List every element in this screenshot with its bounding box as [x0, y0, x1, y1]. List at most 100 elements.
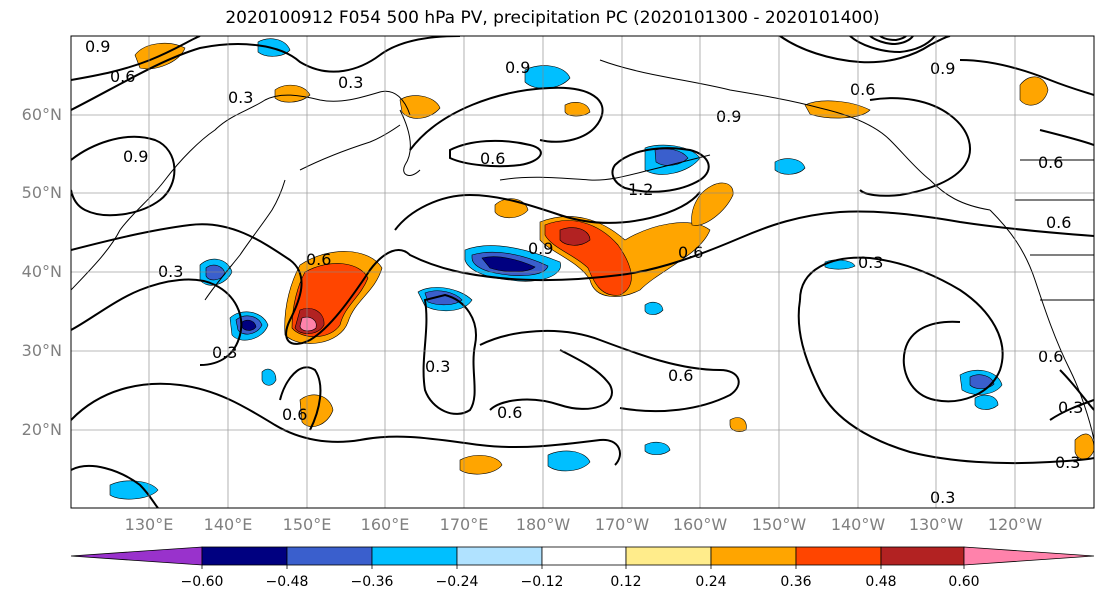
coastline-north-america	[989, 209, 1094, 441]
precip-negative-10	[644, 441, 671, 455]
coastline-alaska	[599, 59, 991, 211]
contour-label: 0.9	[528, 239, 553, 258]
lat-label: 50°N	[21, 183, 62, 202]
map-title: 2020100912 F054 500 hPa PV, precipitatio…	[225, 8, 880, 28]
contour-label: 0.6	[1046, 213, 1071, 232]
precip-negative-2-mid	[424, 290, 463, 306]
coastline-kamchatka	[399, 109, 421, 176]
contour-label: 0.3	[338, 73, 363, 92]
coastline-kuril	[299, 124, 401, 171]
contour-label: 0.6	[850, 80, 875, 99]
colorbar-swatch-9	[880, 546, 965, 566]
lon-label: 170°W	[594, 515, 650, 534]
contour-0.6-south-japan	[279, 366, 322, 431]
colorbar-tick-label: 0.24	[695, 574, 727, 590]
lon-label: 140°E	[203, 515, 253, 534]
contour-0.6-main	[71, 210, 1094, 345]
contour-label: 0.6	[497, 403, 522, 422]
precip-peak-japan	[299, 316, 317, 332]
lon-label: 160°E	[360, 515, 410, 534]
coastline-asia	[71, 90, 411, 291]
contour-0.3-south	[71, 382, 621, 466]
lon-label: 130°E	[124, 515, 174, 534]
precip-negative-8	[547, 450, 591, 472]
contour-0.9-west	[71, 135, 176, 217]
precip-negative-9	[774, 158, 806, 175]
coastline-border2	[1030, 254, 1094, 301]
contour-label: 0.6	[110, 67, 135, 86]
contour-labels: 0.9 0.6 0.3 0.3 0.9 0.9 0.6 0.9 0.6 0.9 …	[85, 37, 1083, 507]
coastline-border	[1015, 159, 1094, 201]
contour-0.9-right	[959, 59, 1094, 96]
contour-0.6-sw	[489, 349, 613, 411]
precip-negative-japan-core	[241, 319, 257, 331]
contour-0.6-gulf	[859, 97, 971, 197]
coastline-aleutian	[499, 154, 711, 181]
contour-label: 0.6	[1038, 347, 1063, 366]
contour-0.3-central	[422, 293, 477, 415]
colorbar-swatch-2	[286, 546, 373, 566]
contour-0.9-mid	[394, 191, 701, 231]
lat-label: 60°N	[21, 105, 62, 124]
colorbar-tick-label: 0.60	[948, 574, 980, 590]
colorbar-swatch-6	[625, 546, 712, 566]
lon-label: 160°W	[672, 515, 728, 534]
colorbar-swatch-3	[371, 546, 458, 566]
coastlines	[71, 59, 1094, 441]
contour-0.3-right	[1059, 369, 1094, 411]
contour-label: 0.6	[668, 366, 693, 385]
lat-label: 20°N	[21, 420, 62, 439]
precip-positive-small11	[729, 417, 747, 432]
precip-negative-central-core	[481, 256, 536, 272]
precip-negative-7	[109, 480, 159, 500]
precip-positive-small8	[1019, 76, 1049, 106]
contour-label: 0.3	[930, 488, 955, 507]
colorbar-swatch-10	[963, 546, 1095, 566]
precip-negative-5-mid	[969, 374, 995, 389]
colorbar-swatch-5	[541, 546, 627, 566]
lon-label: 170°E	[439, 515, 489, 534]
colorbar-tick-label: −0.12	[520, 574, 564, 590]
contour-0.6-nw	[71, 36, 201, 81]
lon-label: 120°W	[987, 515, 1043, 534]
contour-label: 0.9	[505, 58, 530, 77]
contour-0.6-right	[1039, 129, 1094, 146]
lon-label: 130°W	[908, 515, 964, 534]
contour-label: 0.9	[123, 147, 148, 166]
colorbar	[70, 546, 1095, 569]
contour-label: 0.6	[1038, 153, 1063, 172]
pv-contours	[71, 36, 1094, 508]
contour-label: 0.3	[228, 88, 253, 107]
contour-0.9-north	[71, 36, 461, 111]
precip-positive-small7	[804, 100, 871, 119]
contour-0.3-sw-corner	[71, 465, 159, 508]
lat-label: 30°N	[21, 341, 62, 360]
contour-0.6-right-lower	[1049, 399, 1094, 421]
contour-label: 0.3	[1058, 398, 1083, 417]
contour-0.9-upper	[409, 86, 604, 151]
contour-0.3-japan	[71, 278, 243, 366]
colorbar-tick-label: 0.12	[610, 574, 642, 590]
map-area: 0.9 0.6 0.3 0.3 0.9 0.9 0.6 0.9 0.6 0.9 …	[71, 36, 1094, 508]
contour-label: 0.3	[1055, 453, 1080, 472]
contour-label: 0.3	[212, 343, 237, 362]
colorbar-tick-label: −0.60	[180, 574, 224, 590]
colorbar-tick-label: −0.24	[435, 574, 479, 590]
precip-core-central	[559, 227, 591, 246]
colorbar-tick-label: −0.36	[350, 574, 394, 590]
precip-negative-12	[261, 368, 277, 386]
colorbar-swatch-8	[795, 546, 882, 566]
lat-label: 40°N	[21, 262, 62, 281]
colorbar-swatch-4	[456, 546, 543, 566]
contour-label: 0.9	[930, 59, 955, 78]
lon-label: 140°W	[830, 515, 886, 534]
precip-strong-central	[544, 220, 632, 296]
contour-0.9-alaska	[849, 36, 936, 54]
precip-shading	[109, 38, 1094, 500]
precip-positive-small5	[274, 84, 311, 103]
contour-label: 0.6	[282, 405, 307, 424]
contour-0.3-alaska-high	[779, 36, 951, 64]
precip-positive-small6	[399, 95, 441, 119]
precip-negative-6	[974, 394, 999, 410]
contour-0.3-east-lower	[797, 299, 1094, 465]
